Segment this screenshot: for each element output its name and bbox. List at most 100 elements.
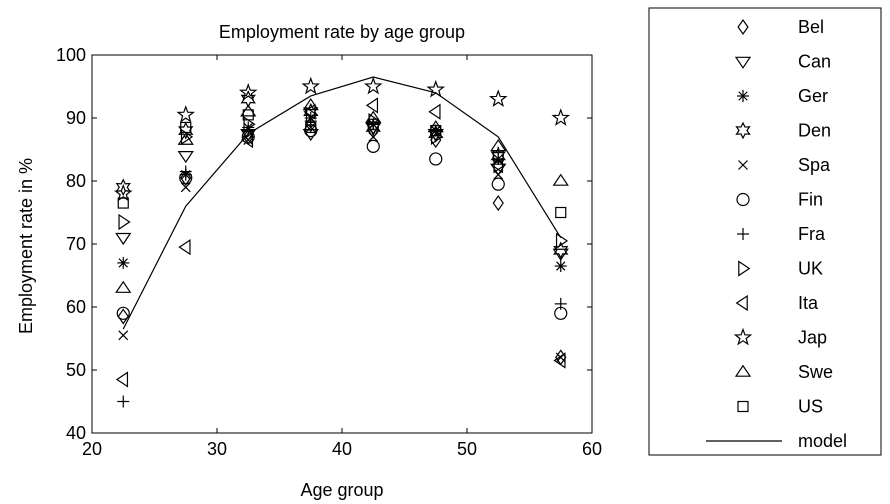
data-point-uk — [243, 116, 256, 133]
data-point-bel — [180, 169, 192, 186]
legend-label: Den — [798, 121, 831, 141]
series-us — [117, 109, 567, 219]
plot-area: 20 30 40 50 60 40 50 60 70 80 90 100 — [56, 45, 602, 459]
y-tick-label: 80 — [66, 171, 86, 191]
x-tick-label: 60 — [582, 439, 602, 459]
data-point-uk — [555, 232, 569, 249]
data-point-swe — [115, 280, 132, 293]
legend-marker — [734, 56, 752, 69]
data-point-spa — [305, 122, 316, 133]
data-point-can — [552, 248, 569, 261]
data-point-jap — [426, 79, 446, 98]
legend-marker — [735, 121, 751, 140]
data-point-den — [365, 118, 381, 137]
data-point-us — [117, 197, 129, 209]
y-tick-label: 40 — [66, 423, 86, 443]
data-point-spa — [118, 330, 129, 341]
data-point-uk — [493, 157, 506, 174]
legend-entry-model: model — [706, 431, 847, 451]
legend-marker — [737, 90, 749, 102]
x-tick-label: 40 — [332, 439, 352, 459]
legend-marker — [737, 228, 749, 240]
legend-entry-ger: Ger — [737, 86, 828, 106]
x-tick-label: 50 — [457, 439, 477, 459]
legend-entry-ita: Ita — [735, 293, 819, 313]
data-point-den — [240, 90, 256, 108]
data-point-fin — [429, 152, 443, 166]
legend-marker — [735, 294, 748, 312]
legend-marker — [737, 400, 749, 413]
data-point-uk — [180, 128, 194, 146]
data-point-ita — [553, 352, 566, 369]
data-point-fin — [116, 306, 130, 320]
legend-marker — [733, 327, 753, 346]
data-point-uk — [118, 213, 131, 231]
legend-marker — [737, 18, 749, 36]
y-axis-label: Employment rate in % — [16, 158, 36, 334]
legend-marker — [738, 160, 748, 170]
data-point-ita — [115, 371, 129, 388]
data-point-spa — [243, 135, 254, 145]
data-point-ger — [117, 256, 130, 269]
legend-label: Bel — [798, 17, 824, 37]
legend-marker — [734, 364, 752, 377]
legend-label: UK — [798, 259, 823, 279]
data-point-ita — [365, 97, 379, 114]
data-point-jap — [551, 108, 571, 126]
y-tick-label: 50 — [66, 360, 86, 380]
data-point-bel — [492, 195, 504, 212]
data-point-swe — [240, 104, 257, 117]
data-point-swe — [427, 120, 444, 133]
model-line — [122, 76, 562, 330]
legend-entry-can: Can — [734, 52, 831, 72]
data-point-us — [430, 124, 442, 137]
legend-label: model — [798, 431, 847, 451]
legend-entry-uk: UK — [738, 259, 823, 279]
legend-label: Swe — [798, 362, 833, 382]
data-point-uk — [430, 128, 444, 146]
legend-entry-us: US — [737, 397, 823, 417]
series-jap — [113, 76, 571, 202]
series-ita — [115, 97, 566, 388]
data-point-swe — [177, 132, 194, 145]
series-uk — [118, 106, 569, 249]
legend-label: Fra — [798, 224, 826, 244]
data-point-fin — [366, 139, 380, 153]
data-point-spa — [180, 182, 191, 193]
data-point-jap — [238, 83, 258, 101]
data-point-swe — [302, 98, 319, 111]
series-fin — [116, 124, 568, 320]
legend-label: Fin — [798, 190, 823, 210]
data-point-den — [178, 121, 194, 140]
data-point-ita — [428, 103, 441, 120]
data-point-den — [115, 178, 131, 197]
legend-entry-den: Den — [735, 121, 831, 141]
legend-entry-fin: Fin — [736, 190, 823, 210]
data-point-fra — [117, 395, 130, 408]
legend-entry-fra: Fra — [737, 224, 826, 244]
legend-entry-bel: Bel — [737, 17, 824, 37]
y-tick-label: 100 — [56, 45, 86, 65]
data-point-ita — [178, 239, 191, 256]
data-point-uk — [305, 106, 319, 123]
legend-entry-jap: Jap — [733, 327, 827, 348]
data-point-fra — [492, 146, 505, 159]
data-point-jap — [176, 105, 196, 123]
data-point-jap — [363, 76, 383, 95]
x-tick-label: 20 — [82, 439, 102, 459]
data-point-bel — [117, 308, 129, 325]
legend-label: Ita — [798, 293, 819, 313]
legend-label: Can — [798, 52, 831, 72]
data-point-jap — [488, 89, 508, 107]
data-point-jap — [113, 183, 133, 202]
legend: Bel Can Ger Den Spa Fin Fra UK Ita Jap Swe US model — [648, 7, 882, 456]
x-tick-label: 30 — [207, 439, 227, 459]
legend-label: Jap — [798, 328, 827, 348]
data-point-us — [492, 150, 504, 162]
legend-label: US — [798, 397, 823, 417]
legend-label: Ger — [798, 86, 828, 106]
data-point-us — [180, 121, 192, 134]
data-point-ita — [490, 157, 504, 174]
data-point-us — [242, 109, 254, 121]
